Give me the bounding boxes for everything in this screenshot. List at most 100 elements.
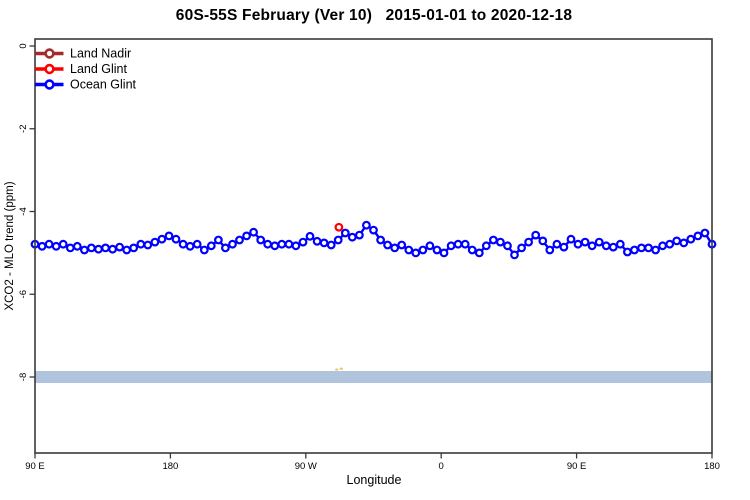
legend-label-land-nadir: Land Nadir	[70, 47, 131, 61]
ocean-glint-point	[503, 241, 512, 251]
land-nadir-legend-marker-icon	[44, 48, 55, 59]
ocean-glint-point	[658, 241, 667, 251]
ocean-glint-point	[115, 242, 124, 252]
ocean-glint-point	[531, 230, 541, 240]
ocean-glint-point	[637, 243, 646, 253]
ocean-glint-point	[298, 237, 308, 247]
ocean-glint-point	[369, 225, 378, 235]
ocean-glint-point	[608, 242, 618, 252]
ocean-glint-point	[672, 236, 682, 246]
land-glint-point	[334, 222, 344, 232]
ocean-glint-point	[220, 243, 230, 253]
ocean-glint-point	[94, 244, 103, 254]
legend: Land Nadir Land Glint Ocean Glint	[35, 47, 137, 92]
ocean-glint-point	[481, 241, 491, 251]
ocean-glint-point	[496, 237, 505, 247]
y-tick-label: -6	[18, 290, 29, 298]
ocean-glint-point	[594, 237, 604, 247]
ocean-glint-point	[249, 227, 259, 237]
ocean-glint-point	[171, 234, 181, 244]
ocean-glint-point	[263, 239, 273, 249]
x-axis-label: Longitude	[346, 473, 402, 487]
yellow-dash-mark	[339, 367, 343, 370]
ocean-glint-point	[136, 239, 146, 249]
y-axis-label: XCO2 - MLO trend (ppm)	[4, 181, 16, 310]
ocean-glint-point	[37, 241, 47, 251]
ocean-glint-point	[693, 231, 703, 241]
ocean-glint-point	[199, 245, 209, 255]
ocean-glint-point	[644, 243, 653, 253]
ocean-glint-point	[524, 237, 533, 247]
ocean-glint-point	[411, 248, 421, 258]
ocean-glint-point	[545, 245, 555, 255]
ocean-glint-point	[404, 245, 414, 255]
ocean-glint-point	[665, 239, 675, 249]
y-tick-label: -2	[18, 125, 29, 133]
ocean-glint-point	[270, 241, 280, 251]
land-glint-legend-marker-icon	[44, 63, 55, 75]
ocean-glint-point	[510, 250, 519, 260]
ocean-glint-point	[291, 241, 301, 251]
ocean-glint-point	[397, 240, 407, 250]
plot-title: 60S-55S February (Ver 10) 2015-01-01 to …	[175, 7, 573, 24]
ocean-glint-point	[686, 234, 696, 244]
ocean-glint-point	[284, 239, 294, 249]
x-tick-label: 180	[704, 461, 720, 472]
ocean-glint-point	[79, 245, 89, 255]
ocean-glint-point	[44, 239, 54, 249]
ocean-glint-point	[213, 235, 223, 245]
ocean-glint-point	[538, 236, 548, 246]
ocean-glint-point	[164, 231, 174, 241]
ocean-glint-point	[552, 239, 562, 249]
ocean-glint-point	[559, 242, 569, 252]
ocean-glint-point	[143, 240, 153, 250]
ocean-glint-point	[474, 248, 484, 258]
ocean-glint-point	[390, 243, 400, 253]
ocean-glint-point	[256, 235, 266, 245]
legend-label-ocean-glint: Ocean Glint	[70, 78, 137, 92]
ocean-glint-point	[376, 235, 386, 245]
ocean-glint-point	[101, 243, 110, 253]
ocean-glint-point	[355, 230, 364, 240]
y-tick-label: 0	[18, 43, 29, 48]
ocean-glint-point	[383, 240, 393, 250]
ocean-glint-point	[58, 239, 68, 249]
ocean-glint-point	[228, 239, 237, 249]
ocean-glint-point	[86, 243, 96, 253]
ocean-glint-point	[517, 243, 526, 253]
ocean-glint-point	[72, 241, 82, 251]
legend-item-land-nadir: Land Nadir	[35, 47, 131, 61]
ocean-glint-point	[326, 240, 336, 250]
ocean-glint-point	[277, 239, 287, 249]
ocean-glint-point	[453, 239, 463, 249]
ocean-glint-point	[305, 231, 315, 241]
ocean-glint-point	[312, 236, 322, 246]
ocean-glint-point	[418, 245, 428, 255]
ocean-glint-point	[185, 241, 195, 251]
x-tick-label: 90 E	[567, 461, 587, 472]
ocean-glint-point	[340, 228, 350, 238]
ocean-glint-point	[51, 241, 61, 251]
x-tick-label: 90 E	[25, 461, 45, 472]
ocean-glint-legend-marker-icon	[44, 79, 55, 90]
ocean-glint-point	[580, 237, 590, 247]
ocean-glint-point	[651, 245, 660, 255]
ocean-glint-point	[235, 235, 244, 245]
ocean-glint-point	[122, 245, 132, 255]
ocean-glint-point	[467, 245, 477, 255]
ocean-glint-point	[446, 241, 456, 251]
ocean-glint-point	[573, 239, 583, 249]
legend-label-land-glint: Land Glint	[70, 62, 128, 76]
plot-border	[34, 38, 713, 454]
ocean-glint-point	[157, 234, 167, 244]
ocean-glint-point	[319, 238, 329, 248]
ocean-glint-point	[630, 245, 639, 255]
ocean-glint-point	[178, 239, 188, 249]
ocean-glint-point	[615, 239, 625, 249]
ocean-glint-point	[460, 239, 470, 249]
ocean-glint-point	[129, 243, 139, 253]
y-tick-label: -4	[18, 207, 29, 215]
ocean-glint-point	[347, 232, 357, 242]
